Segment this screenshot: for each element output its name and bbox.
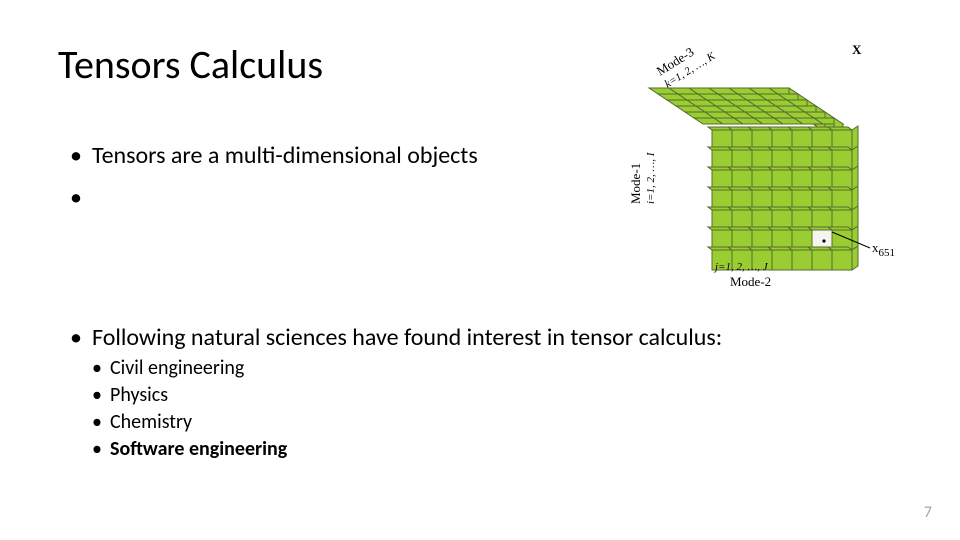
element-label: x651 — [872, 240, 895, 259]
bullet-1-text: Tensors are a multi-dimensional objects — [92, 141, 478, 170]
tensor-cube-diagram: X Mode-3 k=1, 2, …, K Mode-1 i=1, 2, …, … — [600, 34, 910, 294]
sub-2: Physics — [92, 382, 890, 409]
sub-2-text: Physics — [110, 383, 168, 407]
sub-3-text: Chemistry — [110, 410, 192, 434]
sub-1: Civil engineering — [92, 355, 890, 382]
mode2-index: j=1, 2, …, J — [713, 261, 769, 273]
sub-4-text: Software engineering — [110, 437, 287, 461]
bullet-2-text: Following natural sciences have found in… — [92, 323, 722, 352]
slide: Tensors Calculus Tensors are a multi-dim… — [0, 0, 960, 540]
sub-list: Civil engineering Physics Chemistry Soft… — [92, 355, 890, 463]
mode2-label: Mode-2 — [730, 274, 771, 289]
page-number: 7 — [924, 503, 932, 522]
slide-title: Tensors Calculus — [58, 40, 323, 89]
sub-3: Chemistry — [92, 409, 890, 436]
sub-1-text: Civil engineering — [110, 356, 244, 380]
mode1-index: i=1, 2, …, I — [645, 151, 657, 204]
bullet-2: Following natural sciences have found in… — [70, 322, 890, 462]
mode1-label: Mode-1 — [628, 163, 643, 204]
sub-4: Software engineering — [92, 436, 890, 463]
tensor-label: X — [852, 42, 862, 57]
